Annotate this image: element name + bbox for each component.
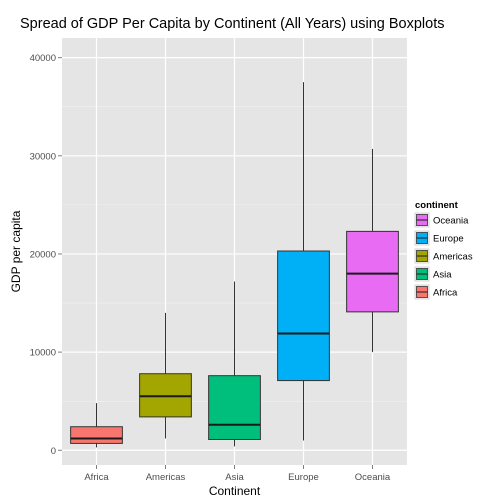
- x-tick-label: Africa: [84, 472, 109, 483]
- y-tick-label: 30000: [30, 151, 56, 162]
- x-axis: Africa Americas Asia Europe Oceania: [84, 465, 391, 483]
- y-axis: 0 10000 20000 30000 40000: [30, 53, 62, 457]
- legend-label: Africa: [433, 288, 458, 299]
- legend-title: continent: [415, 200, 459, 211]
- legend-label: Oceania: [433, 216, 469, 227]
- box-body: [346, 230, 399, 313]
- legend-item-americas: Americas: [414, 248, 473, 264]
- y-tick-label: 10000: [30, 348, 56, 359]
- x-tick-label: Americas: [146, 472, 186, 483]
- box-europe: [277, 82, 330, 441]
- y-tick-label: 40000: [30, 53, 56, 64]
- legend-item-oceania: Oceania: [414, 212, 469, 228]
- box-africa: [70, 403, 123, 448]
- x-tick-label: Oceania: [355, 472, 391, 483]
- legend-label: Asia: [433, 270, 452, 281]
- x-tick-label: Asia: [225, 472, 244, 483]
- chart-title: Spread of GDP Per Capita by Continent (A…: [20, 16, 445, 32]
- box-body: [277, 250, 330, 382]
- legend-label: Europe: [433, 234, 464, 245]
- y-tick-label: 20000: [30, 249, 56, 260]
- box-oceania: [346, 148, 399, 353]
- boxes-layer: [70, 82, 399, 448]
- box-americas: [139, 312, 192, 439]
- legend-item-africa: Africa: [414, 284, 458, 300]
- legend: continent Oceania Europe Americas Asia Afric…: [414, 200, 473, 300]
- y-axis-title: GDP per capita: [9, 210, 23, 292]
- box-asia: [208, 281, 261, 447]
- x-axis-title: Continent: [209, 484, 261, 498]
- legend-item-europe: Europe: [414, 230, 464, 246]
- y-tick-label: 0: [51, 446, 56, 457]
- box-body: [208, 375, 261, 440]
- legend-item-asia: Asia: [414, 266, 452, 282]
- x-tick-label: Europe: [288, 472, 319, 483]
- box-body: [70, 426, 123, 444]
- legend-label: Americas: [433, 252, 473, 263]
